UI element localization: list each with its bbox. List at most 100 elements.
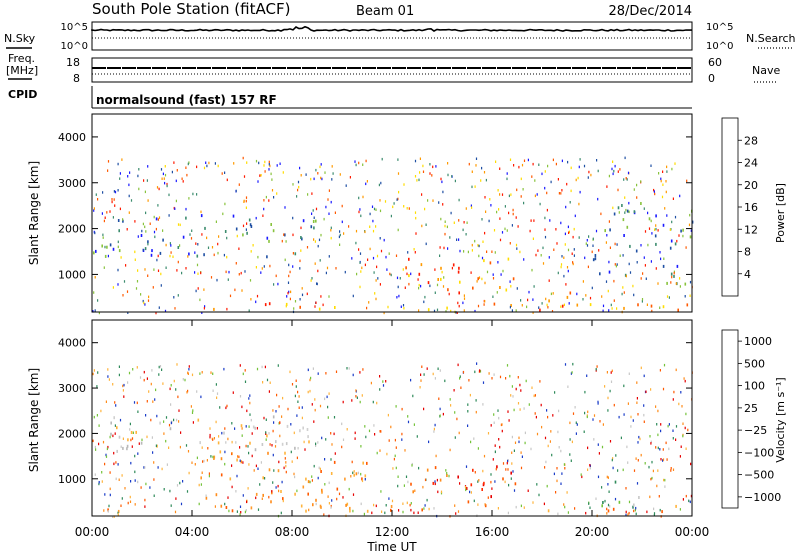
range-cell bbox=[482, 403, 484, 406]
range-cell bbox=[180, 431, 182, 434]
range-cell bbox=[312, 220, 315, 223]
range-cell bbox=[314, 262, 316, 265]
range-cell bbox=[507, 511, 509, 515]
range-cell bbox=[159, 365, 162, 368]
range-cell bbox=[402, 510, 404, 514]
range-cell bbox=[545, 460, 547, 464]
range-cell bbox=[311, 403, 313, 406]
range-cell bbox=[655, 446, 657, 449]
range-cell bbox=[614, 164, 616, 168]
range-cell bbox=[502, 462, 505, 465]
range-cell bbox=[368, 301, 370, 304]
range-cell bbox=[406, 207, 408, 210]
range-cell bbox=[115, 461, 117, 464]
range-cell bbox=[203, 253, 205, 257]
range-cell bbox=[561, 472, 563, 475]
range-cell bbox=[679, 194, 681, 198]
range-cell bbox=[649, 435, 651, 438]
range-cell bbox=[582, 280, 584, 283]
range-cell bbox=[246, 231, 248, 235]
range-cell bbox=[366, 509, 369, 513]
range-cell bbox=[186, 173, 188, 177]
range-cell bbox=[315, 442, 317, 446]
range-cell bbox=[209, 427, 211, 430]
range-cell bbox=[268, 163, 270, 166]
range-cell bbox=[538, 493, 540, 497]
range-cell bbox=[597, 402, 599, 405]
range-cell bbox=[159, 421, 161, 425]
range-cell bbox=[597, 169, 599, 173]
range-cell bbox=[341, 220, 343, 224]
range-cell bbox=[476, 280, 478, 283]
range-cell bbox=[507, 468, 509, 471]
range-cell bbox=[637, 459, 639, 462]
range-cell bbox=[224, 202, 226, 206]
cpid-label: CPID bbox=[8, 88, 37, 101]
range-cell bbox=[102, 191, 104, 194]
range-cell bbox=[151, 436, 153, 439]
range-cell bbox=[235, 441, 237, 444]
range-cell bbox=[215, 493, 218, 497]
range-cell bbox=[429, 163, 431, 166]
range-cell bbox=[689, 294, 691, 297]
range-cell bbox=[197, 418, 200, 422]
range-cell bbox=[539, 202, 541, 206]
range-cell bbox=[255, 464, 257, 468]
range-cell bbox=[505, 468, 507, 471]
range-cell bbox=[314, 398, 316, 401]
range-cell bbox=[390, 508, 392, 512]
range-cell bbox=[625, 208, 627, 212]
range-cell bbox=[405, 475, 408, 478]
range-cell bbox=[155, 227, 157, 231]
range-cell bbox=[146, 435, 148, 439]
range-cell bbox=[608, 260, 610, 264]
range-cell bbox=[153, 268, 155, 271]
range-cell bbox=[438, 397, 440, 400]
range-cell bbox=[467, 403, 469, 406]
range-cell bbox=[103, 509, 105, 512]
range-cell bbox=[326, 266, 329, 270]
colorbar-tick-label: 25 bbox=[744, 402, 758, 415]
range-cell bbox=[566, 295, 569, 299]
range-cell bbox=[439, 369, 441, 372]
range-cell bbox=[675, 282, 677, 285]
range-cell bbox=[273, 421, 275, 424]
range-cell bbox=[93, 251, 95, 255]
range-cell bbox=[121, 497, 123, 500]
range-cell bbox=[475, 399, 477, 402]
range-cell bbox=[152, 400, 154, 403]
range-cell bbox=[319, 467, 321, 471]
range-cell bbox=[233, 162, 235, 165]
range-cell bbox=[515, 505, 517, 509]
range-cell bbox=[615, 454, 617, 457]
range-cell bbox=[307, 480, 310, 484]
range-cell bbox=[300, 236, 302, 239]
range-cell bbox=[602, 309, 604, 313]
range-cell bbox=[94, 309, 96, 312]
range-cell bbox=[325, 205, 327, 209]
range-cell bbox=[642, 272, 644, 275]
range-cell bbox=[255, 159, 258, 163]
colorbar-tick-label: −100 bbox=[744, 446, 774, 459]
range-cell bbox=[218, 435, 220, 438]
range-cell bbox=[664, 207, 666, 210]
range-cell bbox=[314, 305, 316, 308]
range-cell bbox=[622, 254, 624, 257]
range-cell bbox=[117, 283, 119, 286]
range-cell bbox=[623, 384, 625, 388]
range-cell bbox=[342, 496, 344, 499]
range-cell bbox=[393, 202, 395, 205]
range-cell bbox=[231, 452, 233, 456]
range-cell bbox=[418, 283, 420, 287]
x-tick-label: 08:00 bbox=[275, 525, 310, 539]
range-cell bbox=[462, 370, 465, 374]
range-cell bbox=[630, 425, 632, 428]
range-cell bbox=[518, 165, 520, 169]
range-cell bbox=[672, 429, 674, 432]
range-cell bbox=[286, 295, 288, 298]
range-cell bbox=[334, 211, 336, 214]
range-cell bbox=[147, 299, 150, 302]
range-cell bbox=[170, 403, 172, 406]
range-cell bbox=[574, 507, 576, 510]
range-cell bbox=[609, 505, 611, 508]
